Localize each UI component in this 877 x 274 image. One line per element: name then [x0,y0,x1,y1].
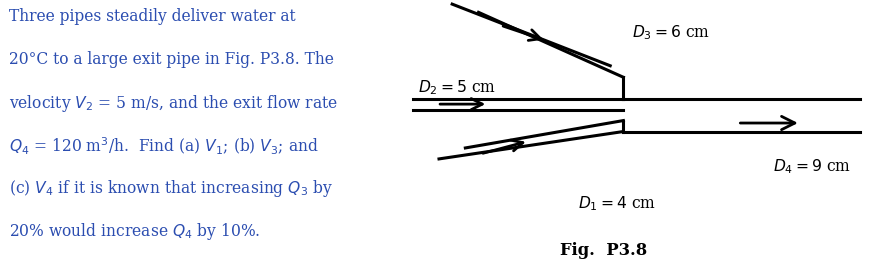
Text: $Q_4$ = 120 m$^3$/h.  Find (a) $V_1$; (b) $V_3$; and: $Q_4$ = 120 m$^3$/h. Find (a) $V_1$; (b)… [9,136,318,157]
Text: (c) $V_4$ if it is known that increasing $Q_3$ by: (c) $V_4$ if it is known that increasing… [9,178,332,199]
Text: Fig.  P3.8: Fig. P3.8 [560,242,646,259]
Text: 20% would increase $Q_4$ by 10%.: 20% would increase $Q_4$ by 10%. [9,221,260,242]
Text: $D_1 = 4$ cm: $D_1 = 4$ cm [577,195,655,213]
Text: $D_4 = 9$ cm: $D_4 = 9$ cm [772,158,850,176]
Text: Three pipes steadily deliver water at: Three pipes steadily deliver water at [9,8,295,25]
Text: 20°C to a large exit pipe in Fig. P3.8. The: 20°C to a large exit pipe in Fig. P3.8. … [9,51,333,68]
Text: $D_2 = 5$ cm: $D_2 = 5$ cm [417,78,496,97]
Text: velocity $V_2$ = 5 m/s, and the exit flow rate: velocity $V_2$ = 5 m/s, and the exit flo… [9,93,338,114]
Text: $D_3 = 6$ cm: $D_3 = 6$ cm [631,24,709,42]
